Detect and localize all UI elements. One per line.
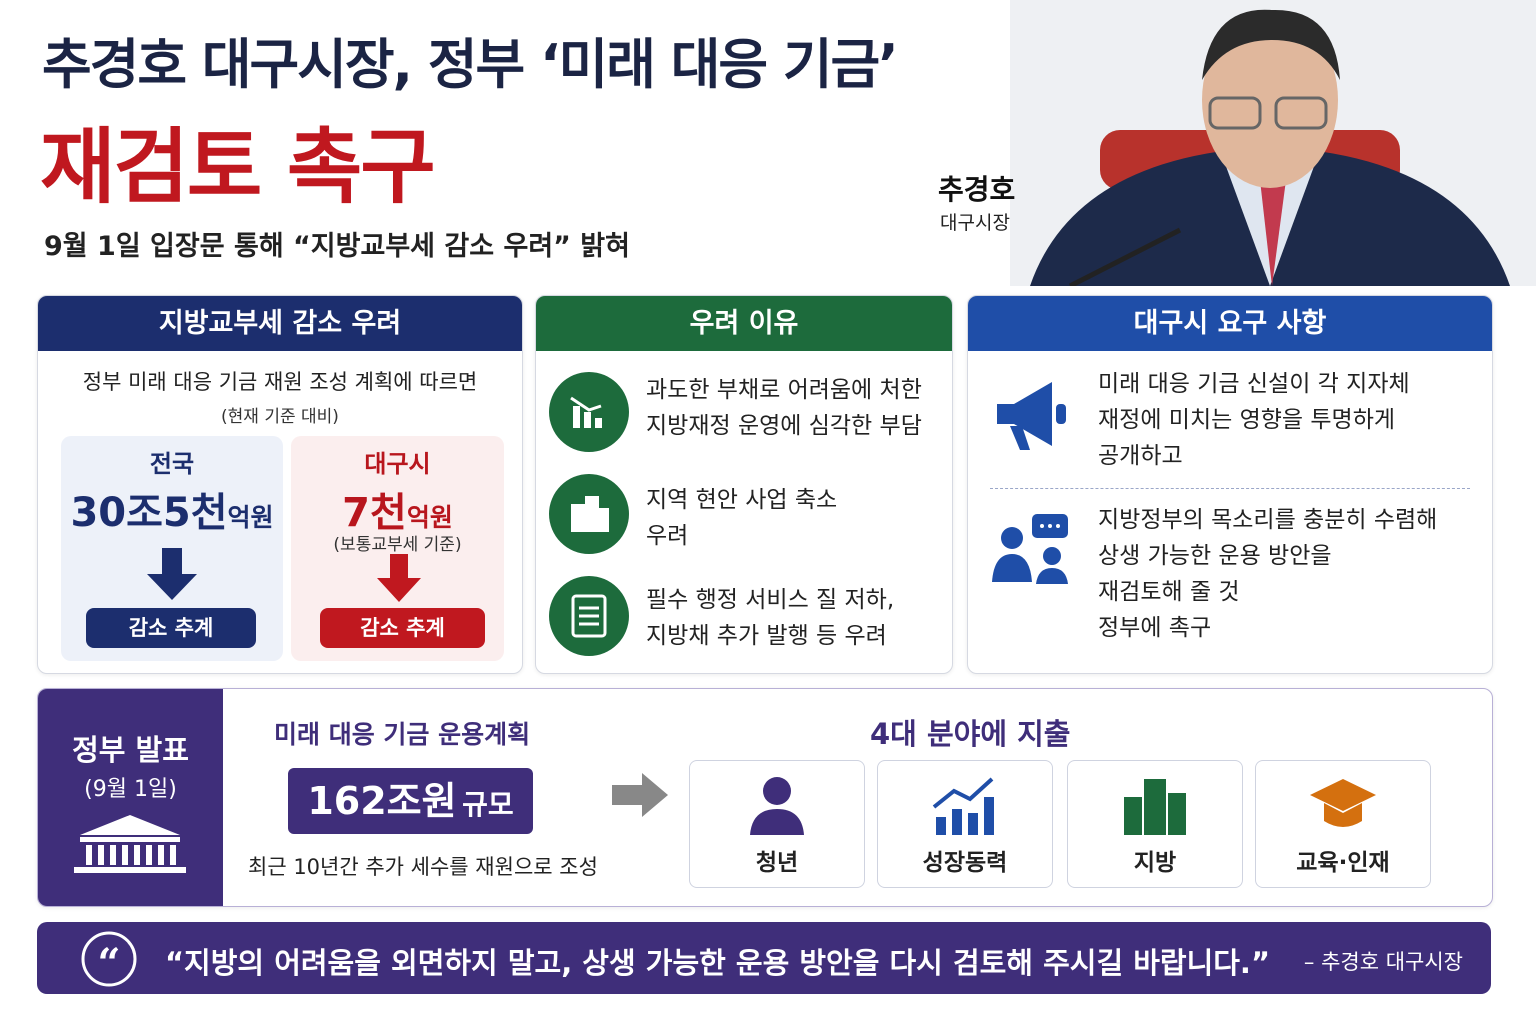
quote-icon: “ xyxy=(81,931,137,987)
text-line: 지방재정 운영에 심각한 부담 xyxy=(646,413,922,439)
stat-unit: 억원 xyxy=(406,503,453,532)
stat-detail: (보통교부세 기준) xyxy=(333,535,462,555)
icon xyxy=(549,372,629,452)
down-arrow xyxy=(147,548,197,600)
field-label: 교육·인재 xyxy=(1296,850,1390,876)
announcement-date: (9월 1일) xyxy=(84,777,177,802)
field-card: 청년 xyxy=(689,760,865,888)
down-arrow xyxy=(377,554,421,602)
photo-role: 대구시장 xyxy=(940,212,1010,234)
photo xyxy=(1010,0,1536,286)
stat-box: 전국 30조5천억원 감소 추계 xyxy=(61,436,283,661)
text-line: 정부에 촉구 xyxy=(1098,615,1212,641)
text-line: 우려 xyxy=(646,523,689,549)
announcement-label: 정부 발표 xyxy=(72,733,189,767)
stat-badge: 감소 추계 xyxy=(320,608,485,648)
people-icon xyxy=(992,514,1068,584)
stat-badge: 감소 추계 xyxy=(86,608,256,648)
stat-unit: 억원 xyxy=(227,503,274,532)
stat-box: 대구시 7천억원 (보통교부세 기준) 감소 추계 xyxy=(291,436,504,661)
text-line: 지방채 추가 발행 등 우려 xyxy=(646,623,887,649)
growth-icon xyxy=(932,777,994,835)
field-label: 성장동력 xyxy=(922,850,1008,876)
quote-bar: “ “지방의 어려움을 외면하지 말고, 상생 가능한 운용 방안을 다시 검토… xyxy=(37,922,1491,994)
panel-intro: 정부 미래 대응 기금 재원 조성 계획에 따르면 xyxy=(82,370,478,394)
plan-amount: 162조원 xyxy=(307,779,457,823)
stat-region: 대구시 xyxy=(364,450,431,478)
megaphone-icon xyxy=(997,382,1066,450)
government-icon xyxy=(74,815,186,873)
panel-note: (현재 기준 대비) xyxy=(221,407,339,427)
panel-title: 지방교부세 감소 우려 xyxy=(38,296,522,351)
divider xyxy=(990,488,1470,489)
photo-name: 추경호 xyxy=(938,173,1016,206)
text-line: 지방정부의 목소리를 충분히 수렴해 xyxy=(1098,507,1438,533)
quote-source: – 추경호 대구시장 xyxy=(1303,950,1463,974)
panel: 지방교부세 감소 우려 정부 미래 대응 기금 재원 조성 계획에 따르면 (현… xyxy=(37,295,523,674)
text-line: 미래 대응 기금 신설이 각 지자체 xyxy=(1098,371,1410,397)
text-line: 공개하고 xyxy=(1098,443,1183,469)
text-line: 과도한 부채로 어려움에 처한 xyxy=(646,377,922,403)
stat-amount: 7천 xyxy=(342,490,407,536)
text-line: 재검토해 줄 것 xyxy=(1098,579,1240,605)
field-label: 청년 xyxy=(755,850,799,876)
text-line: 상생 가능한 운용 방안을 xyxy=(1098,543,1332,569)
stat-region: 전국 xyxy=(149,450,195,478)
panel-title: 우려 이유 xyxy=(536,296,952,351)
title-highlight: 재검토 촉구 xyxy=(40,120,436,215)
announcement-side: 정부 발표 (9월 1일) xyxy=(38,689,223,906)
field-label: 지방 xyxy=(1133,850,1177,876)
plan-source: 최근 10년간 추가 세수를 재원으로 조성 xyxy=(248,855,598,879)
field-card: 성장동력 xyxy=(877,760,1053,888)
region-icon xyxy=(1124,779,1186,835)
plan-title: 미래 대응 기금 운용계획 xyxy=(274,720,531,749)
plan-amount-suffix: 규모 xyxy=(462,788,514,821)
quote-text: “지방의 어려움을 외면하지 말고, 상생 가능한 운용 방안을 다시 검토해 … xyxy=(165,946,1271,980)
right-arrow xyxy=(612,773,668,817)
icon xyxy=(549,576,629,656)
field-card: 교육·인재 xyxy=(1255,760,1431,888)
youth-icon xyxy=(750,777,804,835)
svg-text:“: “ xyxy=(97,940,120,987)
stat-value: 7천억원 xyxy=(291,480,504,538)
field-card: 지방 xyxy=(1067,760,1243,888)
panel-title: 대구시 요구 사항 xyxy=(968,296,1492,351)
reason: 필수 행정 서비스 질 저하, 지방채 추가 발행 등 우려 xyxy=(646,582,894,654)
text-line: 필수 행정 서비스 질 저하, xyxy=(646,587,895,613)
education-icon xyxy=(1310,779,1376,827)
subtitle: 9월 1일 입장문 통해 “지방교부세 감소 우려” 밝혀 xyxy=(44,231,630,262)
title-line: 추경호 대구시장, 정부 ‘미래 대응 기금’ xyxy=(42,33,899,96)
text-line: 재정에 미치는 영향을 투명하게 xyxy=(1098,407,1396,433)
text-line: 지역 현안 사업 축소 xyxy=(646,487,838,513)
stat-amount: 30조5천 xyxy=(70,490,228,536)
plan-amount-box: 162조원 규모 xyxy=(288,768,533,834)
fields-title: 4대 분야에 지출 xyxy=(870,717,1071,751)
icon xyxy=(549,474,629,554)
stat-value: 30조5천억원 xyxy=(61,480,283,538)
